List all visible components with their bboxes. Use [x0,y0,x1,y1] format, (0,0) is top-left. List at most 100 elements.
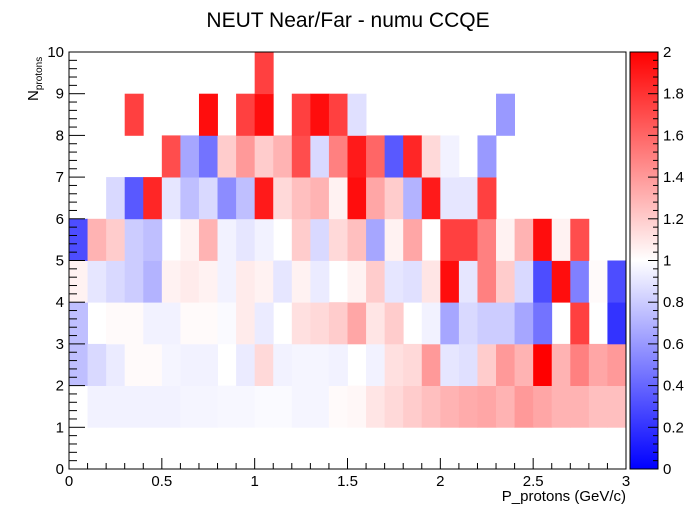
heatmap-cell [124,177,144,220]
heatmap-cell [347,93,367,136]
heatmap-cell [458,302,478,345]
z-tick-label: 1 [663,253,671,270]
heatmap-cell [440,302,460,345]
heatmap-cell [254,385,274,428]
heatmap-cell [236,260,256,303]
x-tick-label: 0 [65,473,73,490]
heatmap-cell [310,343,330,386]
heatmap-cell [198,93,218,136]
heatmap-cell [217,302,237,345]
x-tick-label: 1.5 [337,473,358,490]
heatmap-cell [106,177,126,220]
heatmap-cell [403,343,423,386]
heatmap-cell [217,385,237,428]
heatmap-cell [458,385,478,428]
heatmap-cell [366,177,386,220]
heatmap-cell [366,385,386,428]
heatmap-cell [310,385,330,428]
heatmap-cell [403,260,423,303]
z-tick-label: 1.4 [663,169,684,186]
heatmap-cell [384,260,404,303]
z-tick-label: 2 [663,44,671,61]
x-tick-label: 1 [250,473,258,490]
heatmap-cell [273,343,293,386]
heatmap-cell [124,218,144,261]
z-tick-label: 0.6 [663,336,684,353]
heatmap-cell [328,93,348,136]
heatmap-cell [143,302,163,345]
heatmap-cell [347,218,367,261]
heatmap-cell [477,135,497,178]
heatmap-cell [496,302,515,345]
heatmap-cell [514,343,534,386]
z-tick-label: 1.6 [663,127,684,144]
heatmap-cell [310,177,330,220]
heatmap-cell [291,218,311,261]
heatmap-cell [551,260,571,303]
heatmap-cell [551,218,571,261]
heatmap-cell [124,93,144,136]
chart-title: NEUT Near/Far - numu CCQE [206,9,489,32]
heatmap-cell [198,260,218,303]
y-tick-label: 8 [56,127,64,144]
heatmap-cell [384,385,404,428]
heatmap-cell [254,260,274,303]
z-tick-label: 1.2 [663,211,684,228]
heatmap-cell [458,343,478,386]
heatmap-cell [328,177,348,220]
heatmap-cell [347,385,367,428]
heatmap-cell [533,385,553,428]
heatmap-cell [477,343,497,386]
x-axis: 0 0.5 1 1.5 2 2.5 3 [65,458,630,490]
heatmap-cell [106,302,126,345]
heatmap-cell [291,93,311,136]
heatmap-cell [458,218,478,261]
heatmap-cell [440,260,460,303]
heatmap-cell [273,385,293,428]
heatmap-cell [180,302,200,345]
y-tick-label: 2 [56,378,64,395]
heatmap-cell [87,343,107,386]
y-tick-label: 3 [56,336,64,353]
svg-text:Nprotons: Nprotons [25,57,45,101]
heatmap-cell [588,343,608,386]
heatmap-cell [236,218,256,261]
heatmap-cell [124,343,144,386]
heatmap-cell [421,343,441,386]
z-tick-label: 1.8 [663,86,684,103]
heatmap-cell [180,385,200,428]
y-tick-label: 9 [56,86,64,103]
heatmap-cell [328,385,348,428]
heatmap-cell [180,343,200,386]
heatmap-cell [310,260,330,303]
heatmap-cell [458,177,478,220]
heatmap-cell [477,177,497,220]
heatmap-cell [273,260,293,303]
y-tick-label: 5 [56,253,64,270]
heatmap-cell [570,302,590,345]
heatmap-cell [310,135,330,178]
heatmap-cell [347,135,367,178]
heatmap-cell [254,218,274,261]
y-tick-label: 7 [56,169,64,186]
heatmap-cell [421,260,441,303]
heatmap-cell [254,302,274,345]
heatmap-cell [198,302,218,345]
x-tick-label: 0.5 [151,473,172,490]
heatmap-cell [403,135,423,178]
heatmap-cell [607,302,627,345]
heatmap-cell [588,385,608,428]
heatmap-cell [570,343,590,386]
heatmap-cell [328,302,348,345]
y-tick-label: 6 [56,211,64,228]
heatmap-cell [607,343,627,386]
heatmap-cell [254,135,274,178]
heatmap-cell [533,218,553,261]
heatmap-cell [161,135,181,178]
heatmap-cell [570,218,590,261]
heatmap-cell [328,218,348,261]
y-axis-title-main: N [25,90,42,101]
heatmap-cell [514,385,534,428]
color-scale-axis: 0 0.2 0.4 0.6 0.8 1 1.2 1.4 1.6 1.8 2 [648,44,684,478]
heatmap-cell [440,218,460,261]
